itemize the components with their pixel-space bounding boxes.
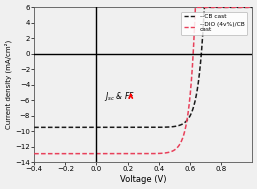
Legend: --CB cast, --DIO (4v%)/CB
cast: --CB cast, --DIO (4v%)/CB cast [181,12,247,35]
Y-axis label: Current density (mA/cm²): Current density (mA/cm²) [5,40,12,129]
X-axis label: Voltage (V): Voltage (V) [120,175,167,184]
Text: $J_{sc}$ & $FF$: $J_{sc}$ & $FF$ [104,90,135,103]
